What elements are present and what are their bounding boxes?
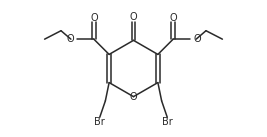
Text: O: O: [66, 34, 74, 44]
Text: O: O: [193, 34, 201, 44]
Text: O: O: [130, 12, 137, 22]
Text: Br: Br: [94, 117, 105, 127]
Text: Br: Br: [162, 117, 173, 127]
Text: O: O: [169, 13, 177, 23]
Text: O: O: [130, 92, 137, 102]
Text: O: O: [90, 13, 98, 23]
